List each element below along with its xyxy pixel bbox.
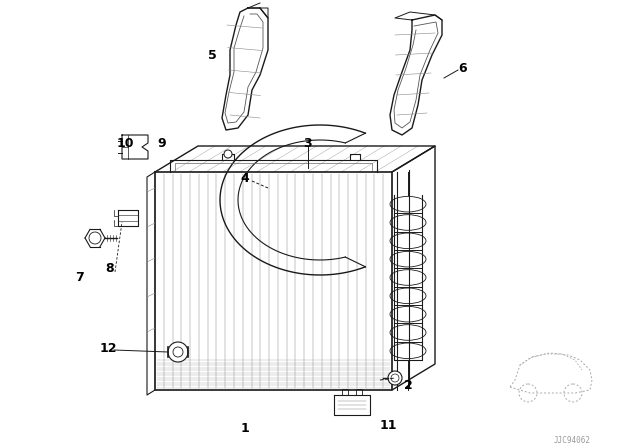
Text: JJC94062: JJC94062 <box>554 435 591 444</box>
Text: 10: 10 <box>116 137 134 150</box>
Text: 1: 1 <box>241 422 250 435</box>
Text: 2: 2 <box>404 379 412 392</box>
Circle shape <box>173 347 183 357</box>
Circle shape <box>391 374 399 382</box>
Text: 6: 6 <box>459 61 467 74</box>
Text: 4: 4 <box>241 172 250 185</box>
Circle shape <box>89 232 101 244</box>
Text: 9: 9 <box>157 137 166 150</box>
Circle shape <box>224 150 232 158</box>
Text: 12: 12 <box>99 341 116 354</box>
Text: 3: 3 <box>304 137 312 150</box>
Text: 7: 7 <box>76 271 84 284</box>
Circle shape <box>388 371 402 385</box>
Text: 8: 8 <box>106 262 115 275</box>
Circle shape <box>168 342 188 362</box>
Text: 11: 11 <box>380 418 397 431</box>
Text: 5: 5 <box>207 48 216 61</box>
